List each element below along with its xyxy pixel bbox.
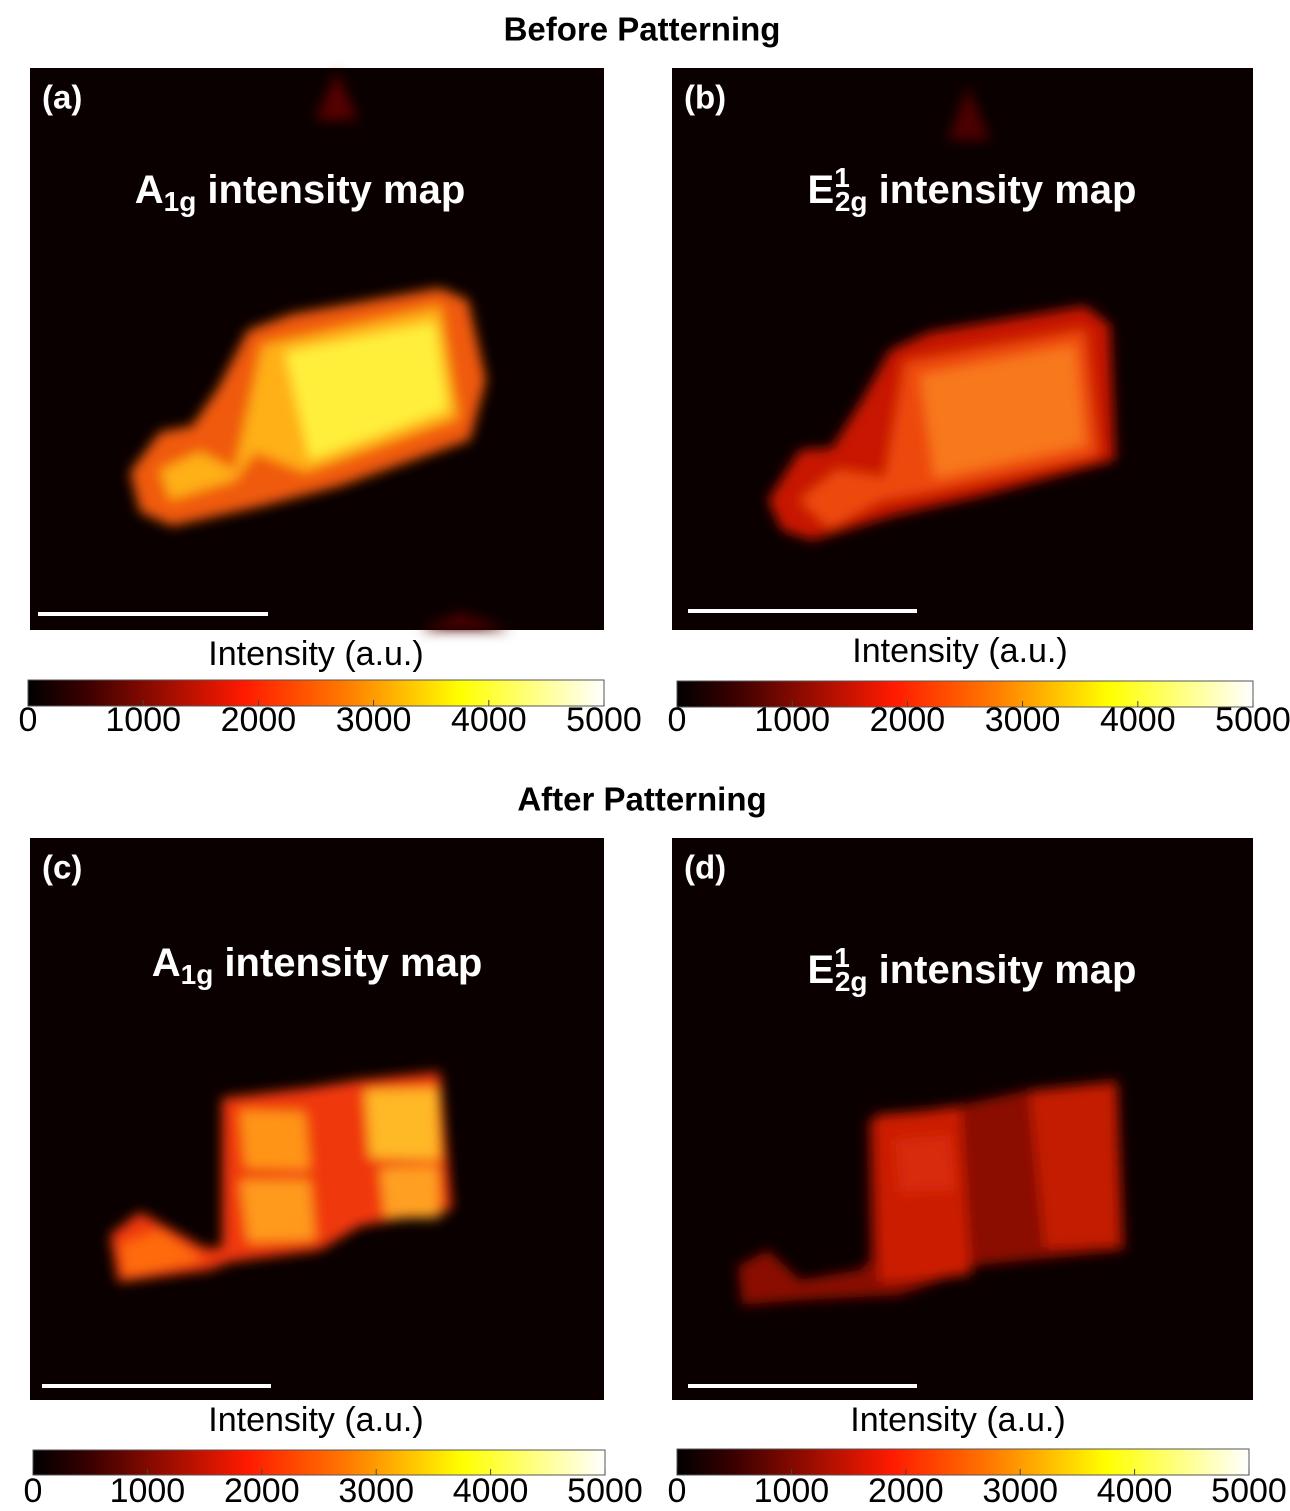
map-title-part: 2g xyxy=(835,186,868,217)
map-title-part: intensity map xyxy=(868,948,1137,992)
panel-label: (b) xyxy=(684,79,726,116)
map-title-part: 1g xyxy=(181,959,214,990)
colorbar-label: Intensity (a.u.) xyxy=(852,632,1067,670)
map-title-part: 1g xyxy=(164,186,197,217)
tick-label: 4000 xyxy=(453,1472,529,1510)
map-region xyxy=(875,1108,970,1282)
map-region xyxy=(240,1180,315,1242)
tick-label: 3000 xyxy=(982,1472,1058,1510)
tick-label: 2000 xyxy=(868,1472,944,1510)
colorbar-label: Intensity (a.u.) xyxy=(208,1401,423,1439)
map-title-part: intensity map xyxy=(196,168,465,212)
tick-label: 2000 xyxy=(224,1472,300,1510)
panel-label: (d) xyxy=(684,849,726,886)
map-region xyxy=(365,1088,440,1160)
tick-label: 3000 xyxy=(985,701,1061,739)
map-title-part: A xyxy=(135,168,164,212)
tick-label: 1000 xyxy=(105,701,181,739)
map-title-part: E xyxy=(808,168,835,212)
tick-label: 1000 xyxy=(754,1472,830,1510)
tick-label: 0 xyxy=(668,701,687,739)
map-title-part: 2g xyxy=(835,966,868,997)
tick-label: 3000 xyxy=(336,701,412,739)
heatmap-panel: (c) A1g intensity map Intensity (a.u.) 0 100… xyxy=(24,838,643,1510)
map-title-part: intensity map xyxy=(868,168,1137,212)
panel-label: (c) xyxy=(42,849,82,886)
colorbar-label: Intensity (a.u.) xyxy=(208,635,423,673)
colorbar-label: Intensity (a.u.) xyxy=(850,1401,1065,1439)
tick-label: 4000 xyxy=(451,701,527,739)
tick-label: 2000 xyxy=(221,701,297,739)
map-title-part: intensity map xyxy=(213,941,482,985)
tick-label: 1000 xyxy=(110,1472,186,1510)
tick-label: 0 xyxy=(24,1472,43,1510)
section-header: Before Patterning xyxy=(504,11,781,48)
tick-label: 0 xyxy=(668,1472,687,1510)
tick-label: 2000 xyxy=(870,701,946,739)
map-region xyxy=(895,1135,955,1192)
tick-label: 0 xyxy=(19,701,38,739)
tick-label: 5000 xyxy=(566,701,642,739)
tick-label: 4000 xyxy=(1100,701,1176,739)
map-region xyxy=(1030,1085,1118,1248)
heatmap-panel: (a) A1g intensity map Intensity (a.u.) 0 100… xyxy=(19,68,642,739)
tick-label: 4000 xyxy=(1097,1472,1173,1510)
tick-label: 3000 xyxy=(338,1472,414,1510)
map-title-part: A xyxy=(152,941,181,985)
tick-label: 5000 xyxy=(567,1472,643,1510)
map-region xyxy=(380,1166,440,1218)
map-region xyxy=(240,1110,310,1170)
section-header: After Patterning xyxy=(517,781,766,818)
tick-label: 1000 xyxy=(754,701,830,739)
tick-label: 5000 xyxy=(1215,701,1290,739)
panel-label: (a) xyxy=(42,79,82,116)
tick-label: 5000 xyxy=(1211,1472,1287,1510)
figure: Before Patterning After Patterning (a)A1… xyxy=(0,0,1290,1511)
map-title-part: E xyxy=(808,948,835,992)
